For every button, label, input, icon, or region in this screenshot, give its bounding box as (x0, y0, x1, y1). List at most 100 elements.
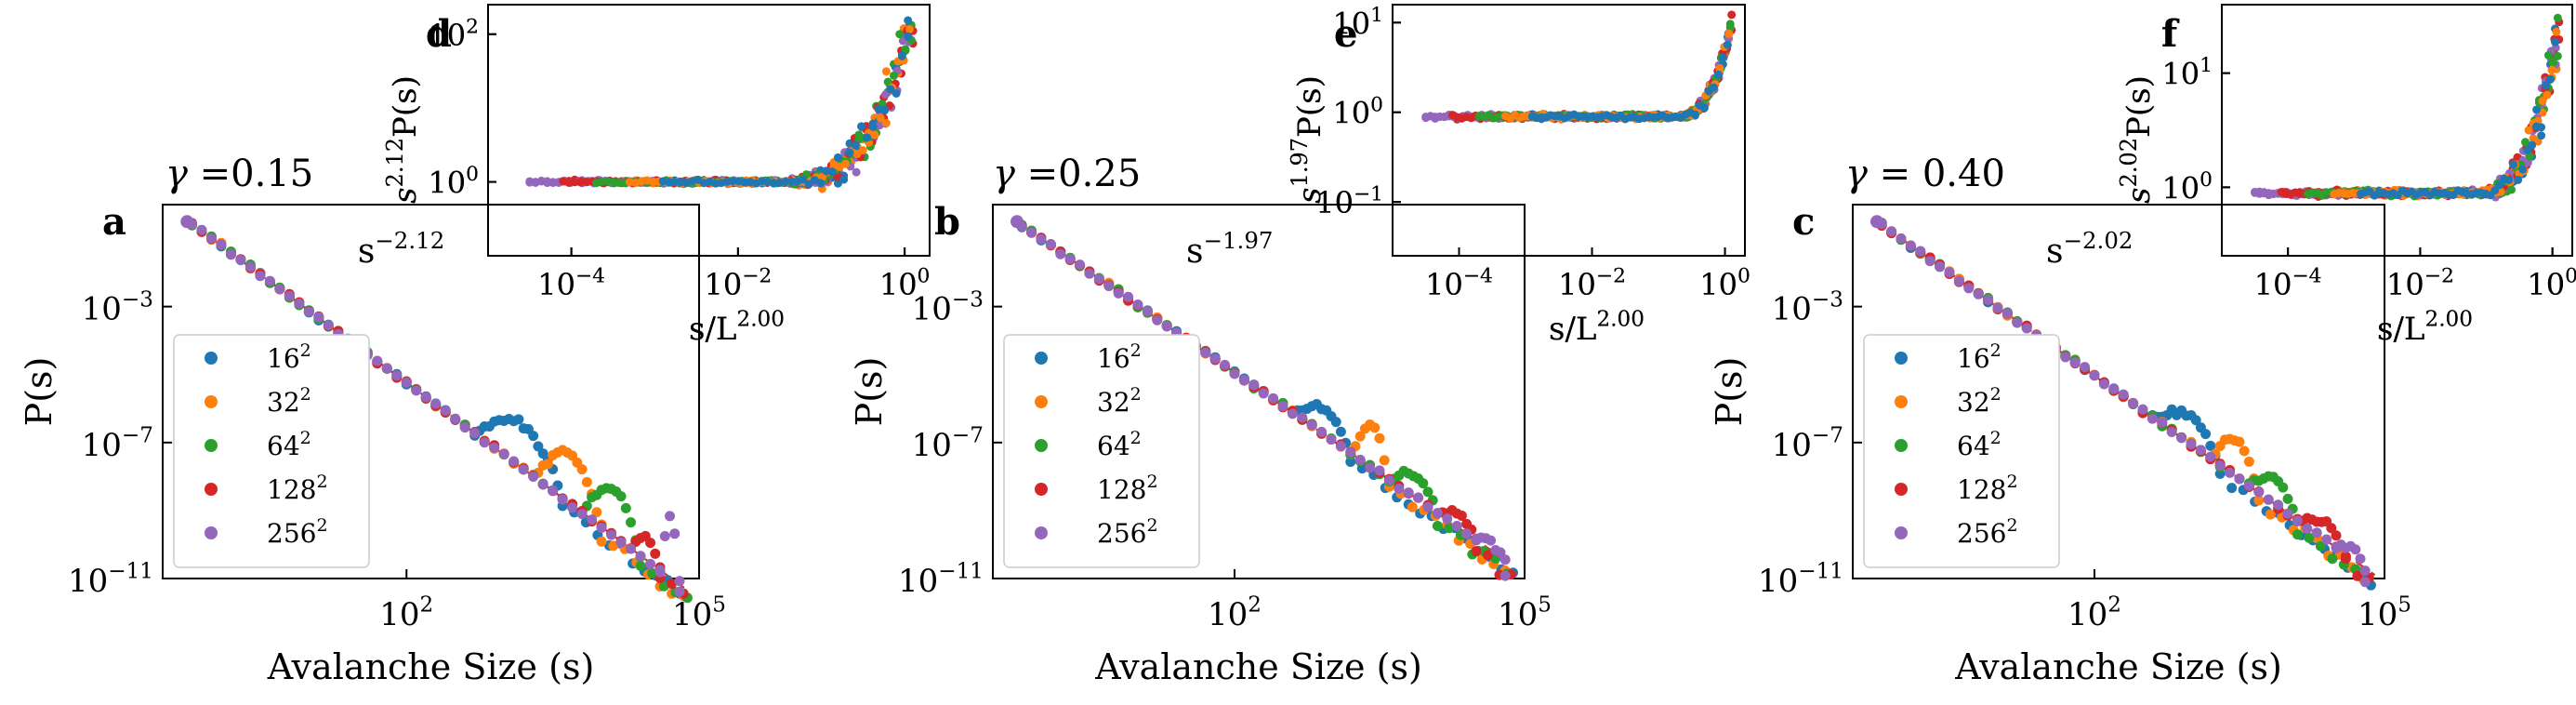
inset-x-tick-label: 10−4 (2254, 265, 2322, 302)
point-256 (2080, 362, 2091, 373)
inset-y-axis-label: s2.02P(s) (2116, 75, 2158, 204)
legend: 162 322 642 1282 2562 (1003, 334, 1200, 568)
point-256 (401, 377, 412, 388)
inset-point-32 (905, 25, 914, 34)
point-32 (1354, 431, 1366, 442)
inset-point-16 (839, 175, 849, 184)
point-256 (1277, 401, 1288, 412)
point-256 (391, 370, 403, 381)
point-16 (528, 431, 539, 442)
inset-point-16 (863, 133, 872, 142)
point-256 (1905, 240, 1916, 251)
point-256 (1045, 239, 1056, 250)
inset-point-256 (548, 179, 558, 188)
inset-frame (2221, 4, 2573, 257)
point-256 (606, 529, 617, 540)
inset-point-16 (799, 175, 808, 184)
y-tick-label: 10−11 (1758, 560, 1843, 600)
inset-point-16 (827, 167, 837, 177)
point-256 (2302, 523, 2313, 534)
inset-point-256 (852, 167, 861, 177)
legend-marker-64 (1895, 439, 1908, 452)
point-256 (1113, 287, 1124, 299)
point-256 (1026, 227, 1037, 238)
point-32 (596, 536, 607, 547)
inset-f: 10−4 10−2 100 100 101 s/L2.00 s2.02P(s)f (2116, 4, 2576, 348)
inset-point-32 (2547, 65, 2556, 74)
inset-point-16 (2546, 74, 2556, 84)
point-256 (509, 456, 520, 467)
inset-frame (1392, 4, 1746, 257)
point-16 (2200, 429, 2212, 440)
point-256 (498, 448, 509, 459)
inset-x-tick-label: 10−4 (537, 265, 605, 302)
collapse-points (1421, 10, 1737, 124)
inset-point-256 (543, 179, 552, 188)
inset-y-axis-label: s2.12P(s) (382, 75, 424, 204)
point-256 (372, 355, 383, 366)
inset-point-32 (840, 159, 850, 168)
x-axis-label: Avalanche Size (s) (1094, 646, 1422, 687)
point-64 (620, 502, 631, 513)
y-tick-label: 10−7 (82, 424, 153, 464)
inset-point-128 (570, 178, 579, 187)
point-256 (1973, 288, 1984, 299)
y-axis-label: P(s) (19, 357, 59, 427)
point-64 (1444, 523, 1455, 534)
legend-marker-32 (1035, 395, 1048, 408)
point-256 (255, 271, 266, 282)
legend-label-64: 642 (1957, 428, 2001, 461)
inset-x-tick-label: 10−2 (704, 265, 772, 302)
point-256 (1055, 248, 1066, 259)
point-32 (2239, 446, 2250, 457)
point-256 (654, 566, 666, 578)
point-128 (1482, 550, 1493, 561)
point-256 (303, 306, 314, 317)
inset-point-64 (2520, 138, 2530, 147)
inset-point-128 (1727, 10, 1737, 20)
inset-y-tick-label: 101 (2161, 54, 2213, 91)
point-256 (1209, 353, 1221, 365)
inset-x-tick-label: 100 (879, 265, 931, 302)
inset-x-tick-label: 100 (1699, 265, 1750, 302)
inset-y-tick-label: 101 (1332, 4, 1383, 41)
panel-letter: b (934, 200, 960, 244)
inset-x-tick-label: 10−2 (1558, 265, 1626, 302)
point-256 (381, 363, 392, 374)
legend-marker-32 (205, 395, 218, 408)
point-32 (1407, 501, 1418, 512)
point-128 (2326, 523, 2337, 534)
point-32 (1379, 455, 1390, 466)
point-32 (2234, 436, 2245, 447)
inset-point-32 (2538, 96, 2547, 105)
x-tick-label: 105 (1498, 593, 1552, 633)
point-256 (1486, 535, 1497, 546)
inset-point-16 (1699, 103, 1709, 113)
point-256 (235, 255, 246, 266)
point-128 (1471, 546, 1482, 557)
point-256 (1499, 554, 1511, 565)
point-256 (2118, 389, 2129, 400)
point-64 (2282, 493, 2293, 504)
point-16 (513, 414, 524, 425)
point-256 (1123, 291, 1134, 302)
point-256 (2243, 480, 2254, 491)
inset-point-32 (1724, 29, 1734, 38)
fit-label: s−2.12 (358, 227, 444, 271)
inset-x-tick-label: 10−4 (1425, 265, 1493, 302)
data-points (180, 215, 693, 604)
inset-frame (2221, 4, 2573, 257)
point-256 (1915, 246, 1926, 257)
inset-x-tick-label: 100 (2527, 265, 2576, 302)
inset-point-16 (880, 105, 890, 114)
inset-point-16 (904, 32, 913, 41)
point-256 (2359, 577, 2371, 588)
point-256 (2214, 460, 2226, 472)
data-points (1870, 215, 2376, 591)
x-tick-label: 102 (379, 593, 433, 633)
point-16 (2190, 415, 2201, 426)
legend-marker-128 (1895, 483, 1908, 496)
point-256 (1495, 547, 1506, 558)
inset-y-axis-label: s1.97P(s) (1287, 75, 1328, 204)
